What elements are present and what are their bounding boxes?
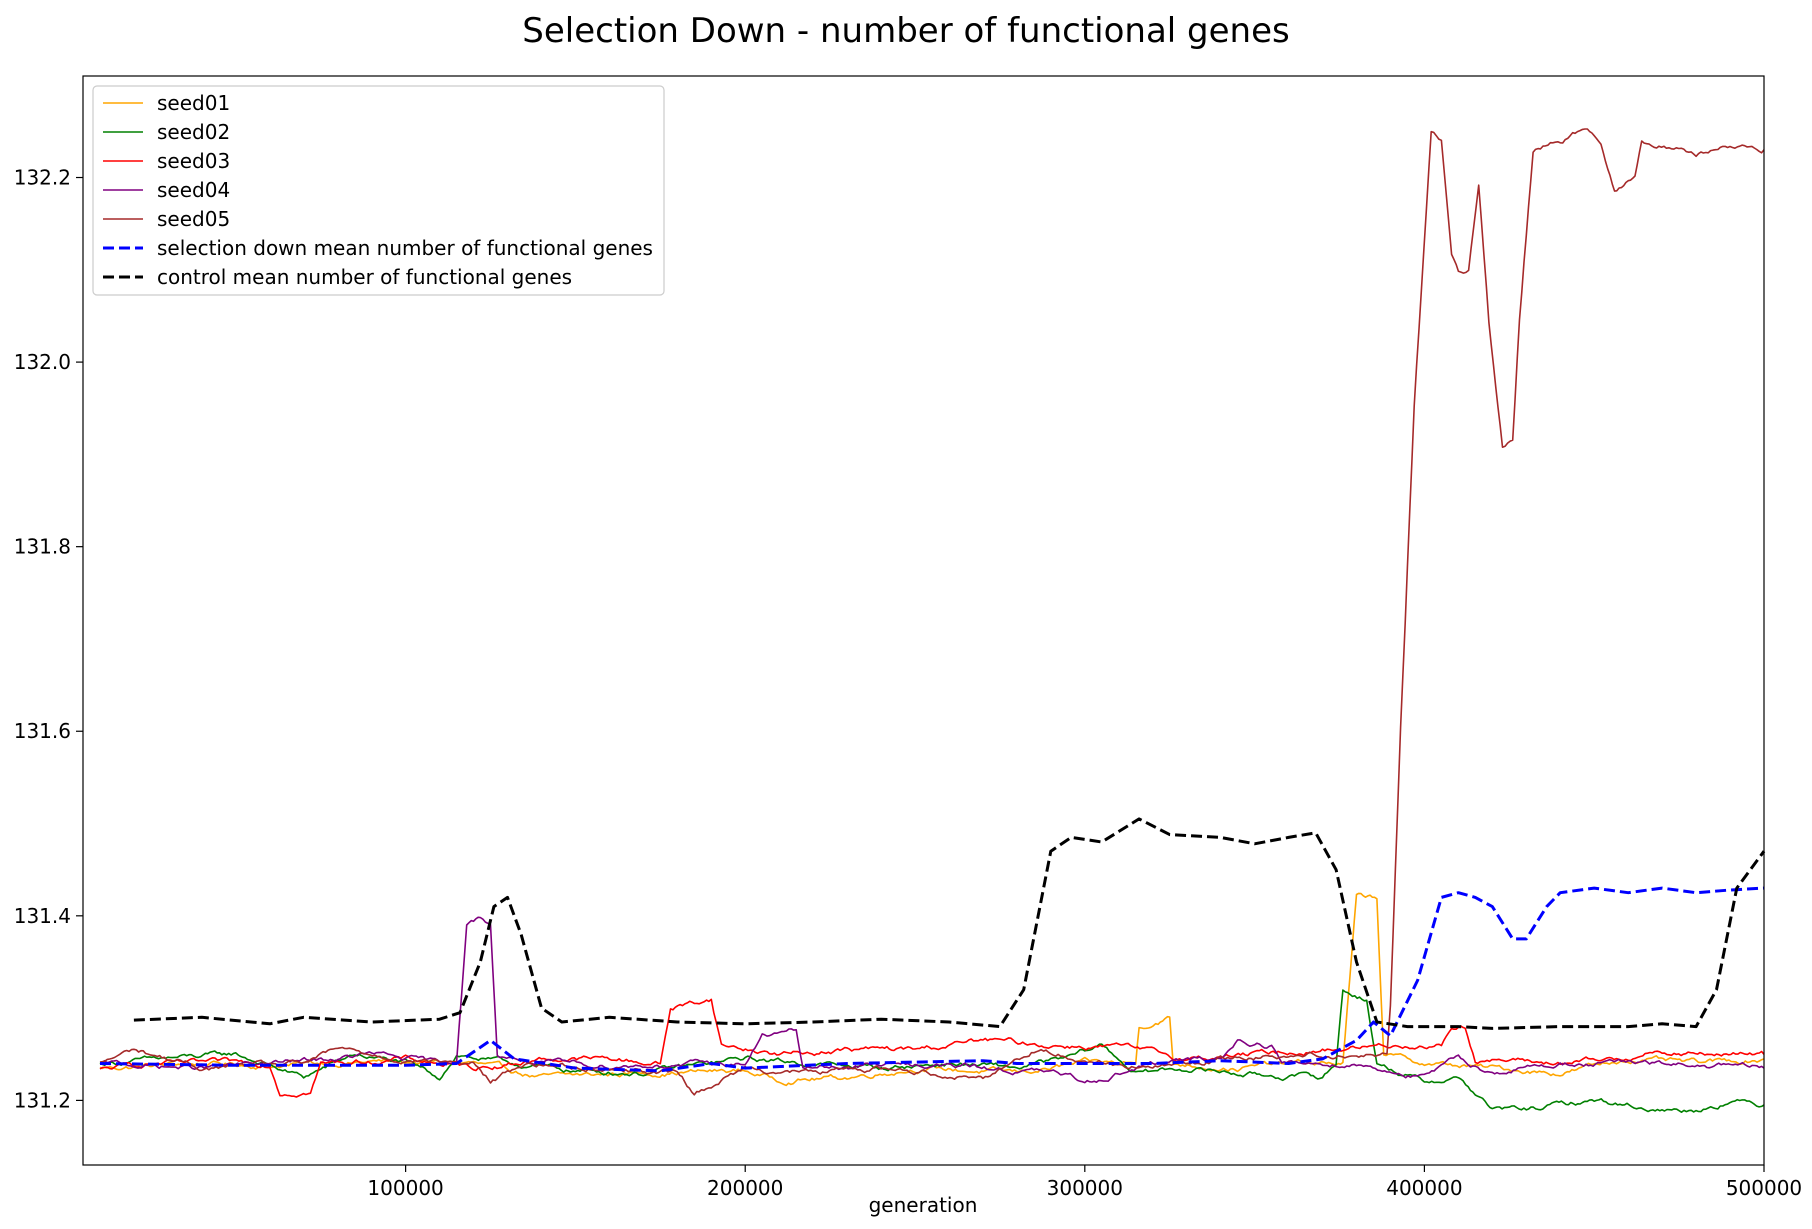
legend-items: seed01 seed02 seed03 seed04 seed05 selection … <box>103 91 653 289</box>
legend-label: seed01 <box>157 91 230 115</box>
x-tick-label: 400000 <box>1386 1176 1462 1200</box>
series-line-4 <box>99 916 1765 1084</box>
legend-label: seed04 <box>157 178 230 202</box>
chart-title: Selection Down - number of functional ge… <box>522 11 1289 51</box>
y-tick-label: 131.2 <box>14 1088 71 1112</box>
series-line-2 <box>99 989 1765 1113</box>
y-tick-label: 132.2 <box>14 166 71 190</box>
y-tick-label: 131.4 <box>14 904 71 928</box>
x-axis-label: generation <box>869 1193 978 1217</box>
x-axis: 100000 200000 300000 400000 500000 <box>367 1165 1802 1200</box>
legend: seed01 seed02 seed03 seed04 seed05 selection … <box>92 85 665 296</box>
legend-label: seed05 <box>157 207 230 231</box>
plot-frame <box>82 75 1765 1166</box>
series-layer <box>99 128 1766 1113</box>
x-tick-label: 300000 <box>1047 1176 1123 1200</box>
legend-label: seed03 <box>157 149 230 173</box>
x-tick-label: 200000 <box>707 1176 783 1200</box>
y-axis: 131.2 131.4 131.6 131.8 132.0 132.2 <box>14 166 83 1112</box>
y-tick-label: 131.8 <box>14 535 71 559</box>
legend-box <box>92 85 665 296</box>
x-tick-label: 100000 <box>367 1176 443 1200</box>
y-tick-label: 131.6 <box>14 719 71 743</box>
legend-label: control mean number of functional genes <box>157 265 572 289</box>
y-tick-label: 132.0 <box>14 350 71 374</box>
series-line-5 <box>99 128 1765 1096</box>
x-tick-label: 500000 <box>1726 1176 1802 1200</box>
series-line-7 <box>133 817 1766 1030</box>
legend-label: selection down mean number of functional… <box>157 236 653 260</box>
series-line-6 <box>99 886 1765 1073</box>
legend-label: seed02 <box>157 120 230 144</box>
